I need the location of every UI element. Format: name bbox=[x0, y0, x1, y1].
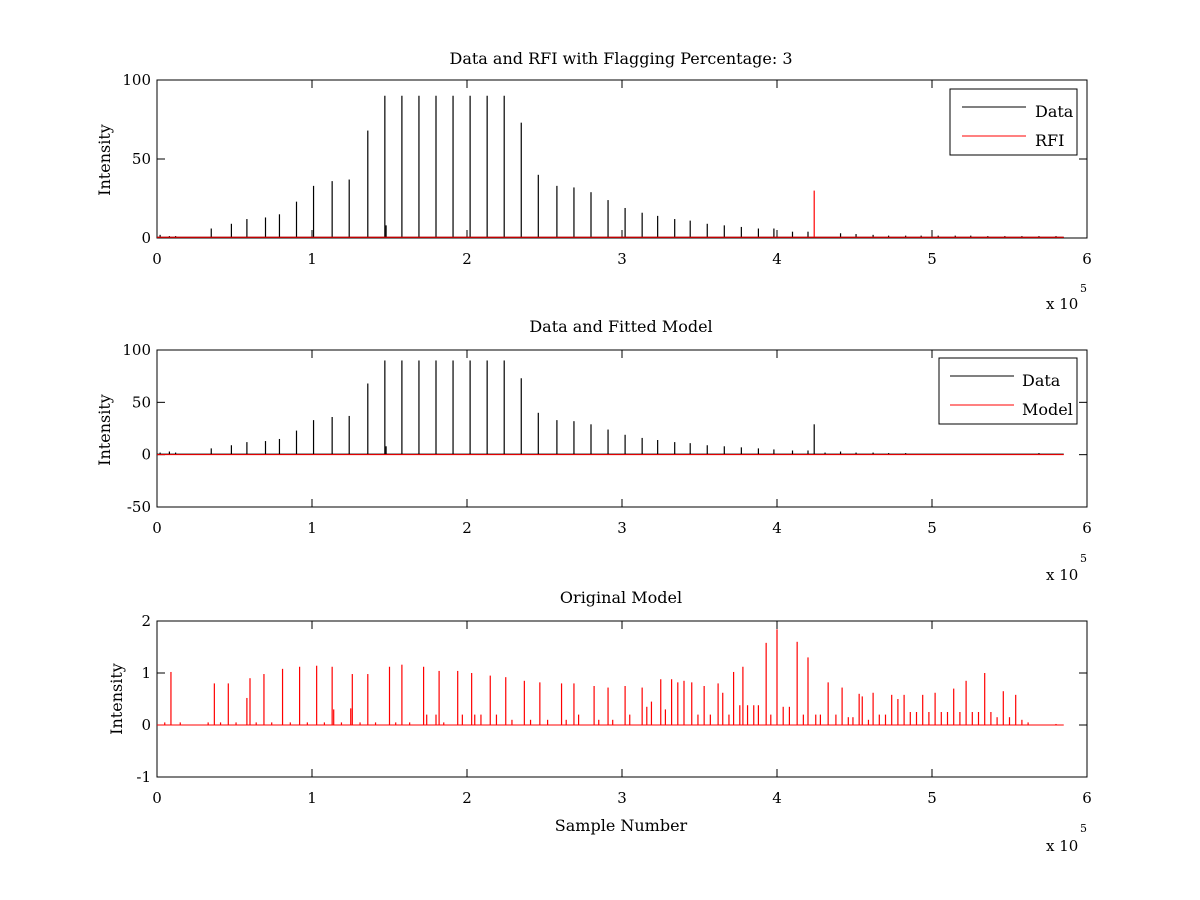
subplot-3-xlabel: Sample Number bbox=[555, 816, 688, 835]
subplot-1-xtick-label: 1 bbox=[307, 250, 317, 268]
subplot-1-xtick-label: 4 bbox=[772, 250, 782, 268]
subplot-3-xtick-label: 2 bbox=[462, 789, 472, 807]
subplot-2-xtick-label: 5 bbox=[927, 519, 937, 537]
subplot-1-title: Data and RFI with Flagging Percentage: 3 bbox=[449, 49, 792, 68]
subplot-3-ytick-label: 0 bbox=[141, 716, 151, 734]
subplot-2-legend-box bbox=[938, 357, 1078, 425]
subplot-3-xtick-label: 0 bbox=[152, 789, 162, 807]
subplot-2-x-multiplier: x 10 bbox=[1046, 566, 1078, 584]
subplot-3-ytick-label: 1 bbox=[141, 664, 151, 682]
subplot-3-x-multiplier: x 10 bbox=[1046, 837, 1078, 855]
subplot-2-xtick-label: 0 bbox=[152, 519, 162, 537]
subplot-2-xtick-label: 1 bbox=[307, 519, 317, 537]
subplot-3-series-model bbox=[157, 629, 1064, 726]
subplot-1-xtick-label: 5 bbox=[927, 250, 937, 268]
subplot-2-ytick-label: -50 bbox=[127, 498, 151, 516]
subplot-3-xtick-label: 4 bbox=[772, 789, 782, 807]
subplot-2-xtick-label: 6 bbox=[1082, 519, 1092, 537]
subplot-2-legend-data-label: Data bbox=[1022, 371, 1061, 390]
subplot-1-series-rfi bbox=[157, 190, 1064, 238]
subplot-2-title: Data and Fitted Model bbox=[529, 317, 712, 336]
subplot-2-xtick-label: 4 bbox=[772, 519, 782, 537]
subplot-1-xtick-label: 0 bbox=[152, 250, 162, 268]
subplot-2-xtick-label: 2 bbox=[462, 519, 472, 537]
subplot-2-legend: Data Model bbox=[938, 357, 1078, 425]
subplot-1-legend-data-label: Data bbox=[1035, 102, 1074, 121]
subplot-1-plot: 0 1 2 3 4 5 6 0 50 100 bbox=[122, 71, 1091, 268]
subplot-2-series-data bbox=[157, 360, 1064, 455]
subplot-3-title: Original Model bbox=[560, 588, 682, 607]
subplot-3-ylabel: Intensity bbox=[107, 663, 126, 735]
subplot-2-xtick-label: 3 bbox=[617, 519, 627, 537]
subplot-2-x-exponent: 5 bbox=[1080, 552, 1087, 565]
subplot-2-legend-model-label: Model bbox=[1022, 400, 1073, 419]
subplot-1-xtick-label: 2 bbox=[462, 250, 472, 268]
subplot-3-xtick-label: 6 bbox=[1082, 789, 1092, 807]
subplot-2-ytick-label: 100 bbox=[122, 341, 151, 359]
subplot-1-ylabel: Intensity bbox=[95, 124, 114, 196]
subplot-3-ytick-label: -1 bbox=[136, 768, 151, 786]
subplot-1-ytick-label: 0 bbox=[141, 229, 151, 247]
subplot-2-ytick-label: 50 bbox=[132, 393, 151, 411]
subplot-3-xtick-label: 3 bbox=[617, 789, 627, 807]
subplot-1-legend: Data RFI bbox=[949, 88, 1078, 156]
subplot-1-ytick-label: 50 bbox=[132, 150, 151, 168]
subplot-2: Data and Fitted Model Intensity 0 1 2 3 4 5 6 -… bbox=[95, 317, 1092, 584]
subplot-1-x-exponent: 5 bbox=[1080, 282, 1087, 295]
subplot-3-xtick-label: 1 bbox=[307, 789, 317, 807]
subplot-1-legend-box bbox=[949, 88, 1078, 156]
subplot-3-xtick-label: 5 bbox=[927, 789, 937, 807]
subplot-1-xtick-label: 3 bbox=[617, 250, 627, 268]
subplot-1-xtick-label: 6 bbox=[1082, 250, 1092, 268]
subplot-1-x-multiplier: x 10 bbox=[1046, 295, 1078, 313]
subplot-1: Data and RFI with Flagging Percentage: 3… bbox=[95, 49, 1092, 313]
subplot-3-ytick-label: 2 bbox=[141, 612, 151, 630]
subplot-1-ytick-label: 100 bbox=[122, 71, 151, 89]
subplot-1-legend-rfi-label: RFI bbox=[1035, 131, 1064, 150]
subplot-2-ylabel: Intensity bbox=[95, 394, 114, 466]
subplot-3-x-exponent: 5 bbox=[1080, 822, 1087, 835]
subplot-2-ytick-label: 0 bbox=[141, 446, 151, 464]
